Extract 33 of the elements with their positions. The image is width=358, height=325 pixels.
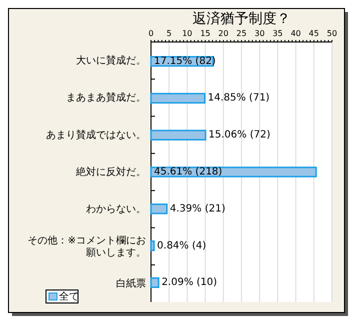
data-label: 0.84% (4) (157, 240, 206, 252)
x-tick-label: 35 (272, 29, 283, 38)
data-label: 45.61% (218) (154, 166, 222, 178)
x-tick-label: 15 (200, 29, 210, 38)
y-tick-label: 絶対に反対だ。 (75, 166, 146, 178)
x-tick-label: 30 (254, 29, 265, 38)
data-label: 17.15% (82) (154, 56, 216, 67)
bar (150, 92, 206, 104)
chart-title: 返済猶予制度？ (192, 11, 290, 27)
bar (150, 240, 155, 252)
data-label: 14.85% (71) (208, 92, 270, 104)
y-tick-label: 白紙票 (116, 276, 146, 289)
bar (150, 204, 168, 214)
x-tick-label: 20 (218, 29, 228, 38)
x-tick-label: 10 (182, 29, 192, 38)
data-label: 15.06% (72) (208, 130, 270, 141)
y-tick-label: あまり賛成ではない。 (46, 128, 146, 140)
legend-label: 全て (59, 290, 79, 302)
x-tick-label: 40 (290, 29, 301, 38)
bar (150, 277, 160, 288)
x-tick-label: 5 (166, 29, 172, 38)
bar (150, 166, 317, 178)
y-tick-label: わからない。 (86, 204, 146, 215)
y-tick-label: その他：※コメント欄にお願いします。 (28, 234, 146, 258)
data-label: 4.39% (21) (170, 203, 226, 214)
bar (150, 130, 206, 140)
x-tick-label: 50 (326, 29, 338, 38)
x-tick-label: 45 (308, 29, 319, 38)
y-tick-label: まあまあ賛成だ。 (66, 91, 146, 104)
y-tick-label: 大いに賛成だ。 (76, 54, 146, 66)
data-label: 2.09% (10) (162, 277, 218, 288)
x-tick-label: 0 (148, 29, 154, 38)
x-tick-label: 25 (236, 29, 247, 38)
